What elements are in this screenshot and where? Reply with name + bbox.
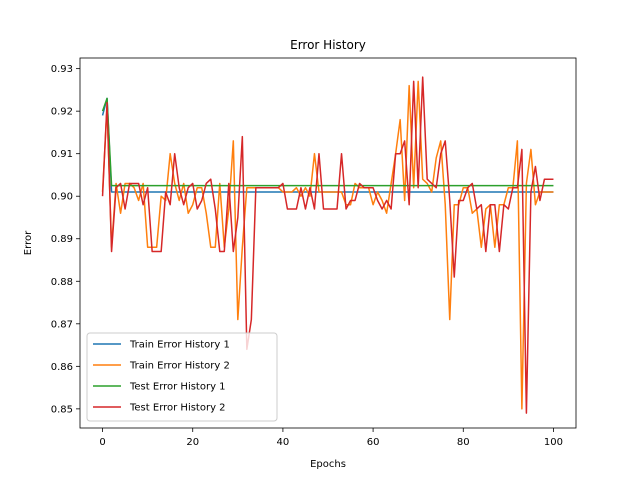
y-tick-label: 0.89 — [51, 234, 73, 245]
y-axis-label: Error — [23, 230, 34, 255]
x-tick-label: 40 — [277, 437, 290, 448]
x-tick-label: 80 — [457, 437, 470, 448]
legend-label-1: Train Error History 1 — [129, 340, 230, 351]
y-tick-label: 0.93 — [51, 64, 73, 75]
legend: Train Error History 1 Train Error History… — [86, 332, 278, 422]
x-tick-label: 60 — [367, 437, 380, 448]
ticks-layer: 0 20 40 60 80 100 0.85 0.86 0.87 0.88 0.89 0.90 0.91… — [51, 64, 563, 448]
y-tick-label: 0.88 — [51, 277, 73, 288]
chart-title: Error History — [290, 38, 366, 52]
series-line-4 — [101, 76, 554, 414]
legend-label-4: Test Error History 2 — [129, 403, 226, 414]
legend-label-3: Test Error History 1 — [129, 382, 226, 393]
y-tick-label: 0.87 — [51, 319, 73, 330]
y-tick-label: 0.91 — [51, 149, 73, 160]
plot-frame — [79, 57, 577, 429]
y-tick-label: 0.92 — [51, 107, 73, 118]
x-tick-label: 0 — [99, 437, 105, 448]
legend-box — [86, 332, 278, 422]
y-tick-label: 0.90 — [51, 192, 73, 203]
x-axis-label: Epochs — [310, 459, 346, 470]
y-tick-label: 0.86 — [51, 362, 73, 373]
x-tick-label: 100 — [544, 437, 563, 448]
y-tick-label: 0.85 — [51, 404, 73, 415]
series-layer — [101, 76, 554, 414]
x-tick-label: 20 — [186, 437, 199, 448]
series-line-3 — [101, 97, 554, 187]
series-line-2 — [101, 80, 554, 410]
legend-label-2: Train Error History 2 — [129, 361, 230, 372]
